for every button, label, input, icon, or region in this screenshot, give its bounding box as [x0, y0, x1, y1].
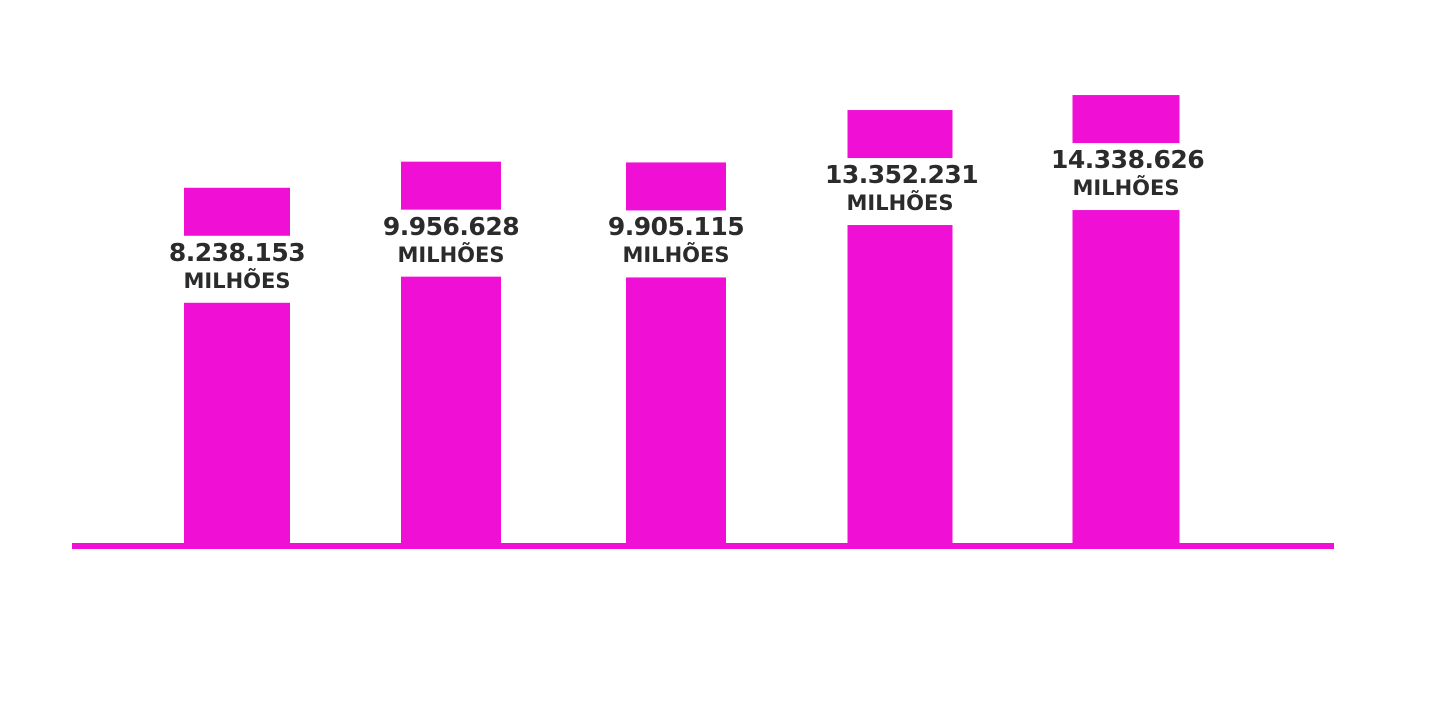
- label-gap-5: [1071, 143, 1181, 211]
- value-label: 8.238.153: [168, 237, 306, 267]
- label-gap-4: [846, 158, 954, 226]
- value-label: 14.338.626: [1051, 145, 1205, 175]
- data-label-4: 13.352.231 MILHÕES: [825, 158, 979, 218]
- unit-label: MILHÕES: [622, 243, 730, 268]
- data-label-2: 9.956.628 MILHÕES: [376, 210, 526, 270]
- data-label-3: 9.905.115 MILHÕES: [601, 210, 751, 270]
- data-label-5: 14.338.626 MILHÕES: [1051, 143, 1205, 203]
- unit-label: MILHÕES: [397, 242, 505, 267]
- label-gap-3: [625, 210, 727, 278]
- unit-label: MILHÕES: [846, 191, 954, 216]
- data-label-1: 8.238.153 MILHÕES: [162, 236, 312, 296]
- unit-label: MILHÕES: [1072, 176, 1180, 201]
- value-label: 13.352.231: [825, 160, 979, 190]
- label-gap-1: [183, 235, 291, 303]
- baseline-axis: [72, 543, 1334, 549]
- label-gap-2: [400, 209, 502, 277]
- value-label: 9.956.628: [382, 211, 520, 241]
- unit-label: MILHÕES: [183, 268, 291, 293]
- value-label: 9.905.115: [607, 212, 745, 242]
